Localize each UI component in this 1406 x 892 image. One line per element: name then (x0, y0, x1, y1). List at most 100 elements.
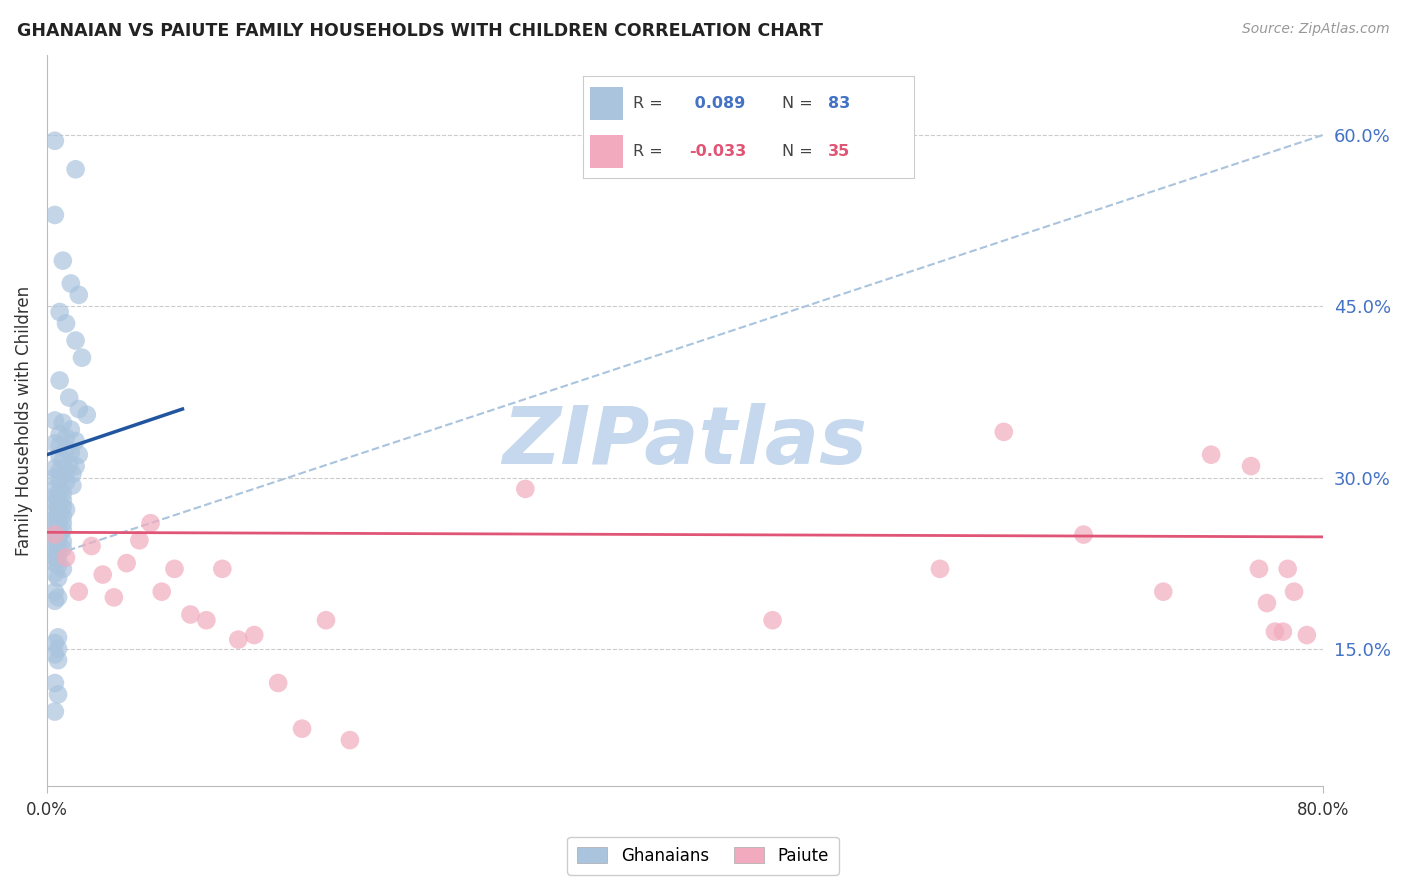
Point (65, 434, 87, 448)
Point (128, 533, 150, 548)
Point (48, 473, 70, 487)
Point (291, 722, 314, 736)
Point (52, 493, 75, 508)
Point (44, 556, 66, 570)
Point (243, 628, 266, 642)
Point (44, 134, 66, 148)
Text: Source: ZipAtlas.com: Source: ZipAtlas.com (1241, 22, 1389, 37)
Point (48, 464, 70, 478)
Point (52, 523, 75, 537)
Point (46, 491, 69, 505)
Bar (591, 136, 623, 168)
Point (46, 558, 69, 573)
Point (211, 562, 233, 576)
Point (80, 539, 103, 553)
Point (44, 705, 66, 719)
Text: N =: N = (782, 145, 818, 160)
Point (115, 556, 138, 570)
Point (46, 521, 69, 535)
Point (46, 641, 69, 656)
Point (48, 427, 70, 442)
Point (52, 562, 75, 576)
Point (65, 162, 87, 177)
Point (70, 351, 93, 365)
Point (1282, 584, 1305, 599)
Point (91, 567, 114, 582)
Point (48, 484, 70, 499)
Point (52, 486, 75, 500)
Point (1073, 527, 1095, 541)
Point (52, 253, 75, 268)
Point (44, 436, 66, 450)
Point (315, 613, 337, 627)
Point (1199, 448, 1222, 462)
Point (1240, 459, 1263, 474)
Point (55, 550, 77, 565)
Point (515, 482, 537, 496)
Point (67, 288, 90, 302)
Point (46, 571, 69, 585)
Point (59, 277, 82, 291)
Point (1256, 596, 1278, 610)
Point (195, 613, 218, 627)
Point (46, 507, 69, 521)
Point (59, 423, 82, 437)
Point (103, 591, 125, 605)
Point (48, 527, 70, 541)
Point (55, 317, 77, 331)
Point (46, 539, 69, 553)
Point (44, 413, 66, 427)
Text: 83: 83 (828, 96, 851, 111)
Point (58, 457, 80, 471)
Point (929, 562, 952, 576)
Point (1271, 624, 1294, 639)
Point (59, 445, 82, 459)
Point (65, 459, 87, 474)
Point (52, 516, 75, 531)
Text: 35: 35 (828, 145, 851, 160)
Point (52, 509, 75, 524)
Point (267, 676, 290, 690)
Point (48, 450, 70, 464)
Point (46, 514, 69, 528)
Point (44, 530, 66, 544)
Point (48, 374, 70, 388)
Point (58, 391, 80, 405)
Point (44, 518, 66, 533)
Point (993, 425, 1015, 439)
Point (52, 541, 75, 556)
Point (44, 648, 66, 662)
Point (55, 502, 77, 516)
Point (44, 525, 66, 540)
Point (55, 442, 77, 456)
Text: -0.033: -0.033 (689, 145, 747, 160)
Text: 0.089: 0.089 (689, 96, 745, 111)
Point (67, 402, 90, 417)
Point (44, 470, 66, 484)
Point (44, 527, 66, 541)
Point (55, 465, 77, 479)
Point (60, 467, 83, 481)
Point (163, 562, 186, 576)
Legend: Ghanaians, Paiute: Ghanaians, Paiute (568, 837, 838, 875)
Point (44, 584, 66, 599)
Point (1152, 584, 1174, 599)
Text: ZIPatlas: ZIPatlas (502, 403, 868, 482)
Point (339, 733, 361, 747)
Point (44, 537, 66, 551)
Point (150, 584, 173, 599)
Point (55, 431, 77, 445)
Point (44, 495, 66, 509)
Point (46, 532, 69, 546)
Point (65, 334, 87, 348)
Point (67, 448, 90, 462)
Point (44, 489, 66, 503)
Point (46, 631, 69, 645)
Point (44, 676, 66, 690)
Text: R =: R = (633, 96, 668, 111)
Bar (591, 87, 623, 120)
Point (1264, 624, 1286, 639)
Point (139, 516, 162, 531)
Point (46, 591, 69, 605)
Point (1277, 562, 1299, 576)
